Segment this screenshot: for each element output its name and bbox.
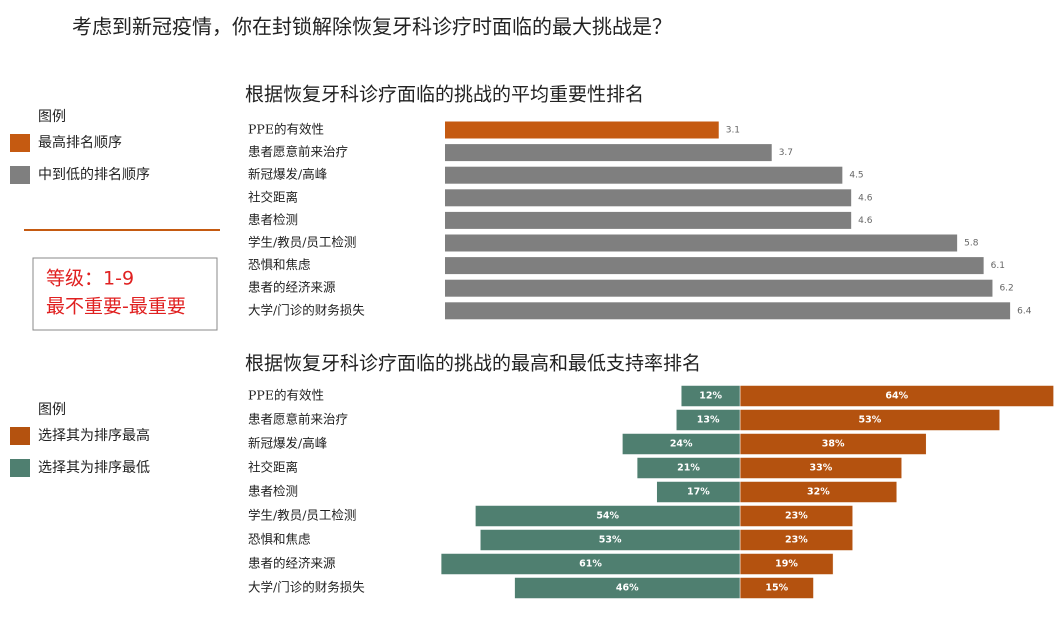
value-label: 23% (785, 511, 808, 522)
category-label: 患者检测 (248, 484, 298, 499)
category-label: PPE的有效性 (248, 122, 324, 137)
chart-title: 根据恢复牙科诊疗面临的挑战的平均重要性排名 (245, 84, 644, 106)
bar (445, 144, 772, 162)
value-label: 3.7 (779, 148, 793, 158)
bar (445, 302, 1011, 320)
legend-swatch (10, 427, 30, 445)
legend-swatch (10, 166, 30, 184)
bar (445, 121, 719, 139)
value-label: 6.1 (991, 261, 1005, 271)
value-label: 5.8 (964, 239, 979, 249)
category-label: 大学/门诊的财务损失 (248, 302, 365, 317)
legend-swatch (10, 134, 30, 152)
category-label: 患者愿意前来治疗 (248, 144, 348, 159)
category-label: 患者检测 (248, 212, 298, 227)
annotation-line: 等级：1-9 (46, 268, 134, 290)
value-label: 21% (677, 463, 700, 474)
bar (480, 529, 741, 551)
annotation-line: 最不重要-最重要 (46, 296, 186, 318)
category-label: 社交距离 (248, 189, 298, 204)
category-label: 社交距离 (248, 460, 298, 475)
bar (680, 385, 741, 407)
value-label: 4.6 (858, 216, 873, 226)
annotation-box (32, 257, 218, 331)
chart-title: 根据恢复牙科诊疗面临的挑战的最高和最低支持率排名 (245, 353, 701, 375)
value-label: 23% (785, 535, 808, 546)
bar (445, 189, 852, 207)
value-label: 3.1 (726, 126, 740, 136)
category-label: 患者愿意前来治疗 (248, 412, 348, 427)
legend-swatch (10, 459, 30, 477)
bar (445, 279, 993, 297)
category-label: 学生/教员/员工检测 (248, 508, 356, 523)
value-label: 15% (765, 583, 788, 594)
value-label: 19% (775, 559, 798, 570)
bar (636, 457, 741, 479)
category-label: 恐惧和焦虑 (248, 257, 311, 272)
category-label: 新冠爆发/高峰 (248, 167, 328, 182)
legend-label: 选择其为排序最低 (38, 460, 150, 476)
bar (445, 234, 958, 252)
legend-title: 图例 (38, 402, 66, 418)
value-label: 4.6 (858, 193, 873, 203)
bar (622, 433, 741, 455)
value-label: 33% (809, 463, 832, 474)
category-label: 新冠爆发/高峰 (248, 436, 328, 451)
bar (514, 577, 741, 599)
legend-label: 最高排名顺序 (38, 134, 122, 151)
category-label: 大学/门诊的财务损失 (248, 580, 365, 595)
legend-label: 选择其为排序最高 (38, 427, 150, 444)
category-label: 学生/教员/员工检测 (248, 235, 356, 250)
category-label: 患者的经济来源 (248, 556, 336, 571)
value-label: 13% (697, 415, 720, 426)
value-label: 6.2 (999, 284, 1013, 294)
bar (676, 409, 741, 431)
bar (440, 553, 741, 575)
bar (445, 166, 843, 184)
bar (445, 257, 984, 275)
value-label: 6.4 (1017, 306, 1032, 316)
value-label: 32% (807, 487, 830, 498)
category-label: PPE的有效性 (248, 388, 324, 403)
value-label: 12% (699, 391, 722, 402)
bar (475, 505, 741, 527)
category-label: 患者的经济来源 (248, 280, 336, 295)
legend-title: 图例 (38, 109, 66, 125)
value-label: 54% (596, 511, 619, 522)
value-label: 17% (687, 487, 710, 498)
value-label: 61% (579, 559, 602, 570)
value-label: 53% (858, 415, 881, 426)
value-label: 4.5 (849, 171, 863, 181)
value-label: 38% (822, 439, 845, 450)
bar (445, 211, 852, 229)
category-label: 恐惧和焦虑 (248, 532, 311, 547)
legend-label: 中到低的排名顺序 (38, 167, 150, 183)
question: 考虑到新冠疫情，你在封锁解除恢复牙科诊疗时面临的最大挑战是？ (72, 15, 672, 39)
value-label: 53% (599, 535, 622, 546)
value-label: 24% (670, 439, 693, 450)
value-label: 46% (616, 583, 639, 594)
bar (656, 481, 741, 503)
value-label: 64% (885, 391, 908, 402)
